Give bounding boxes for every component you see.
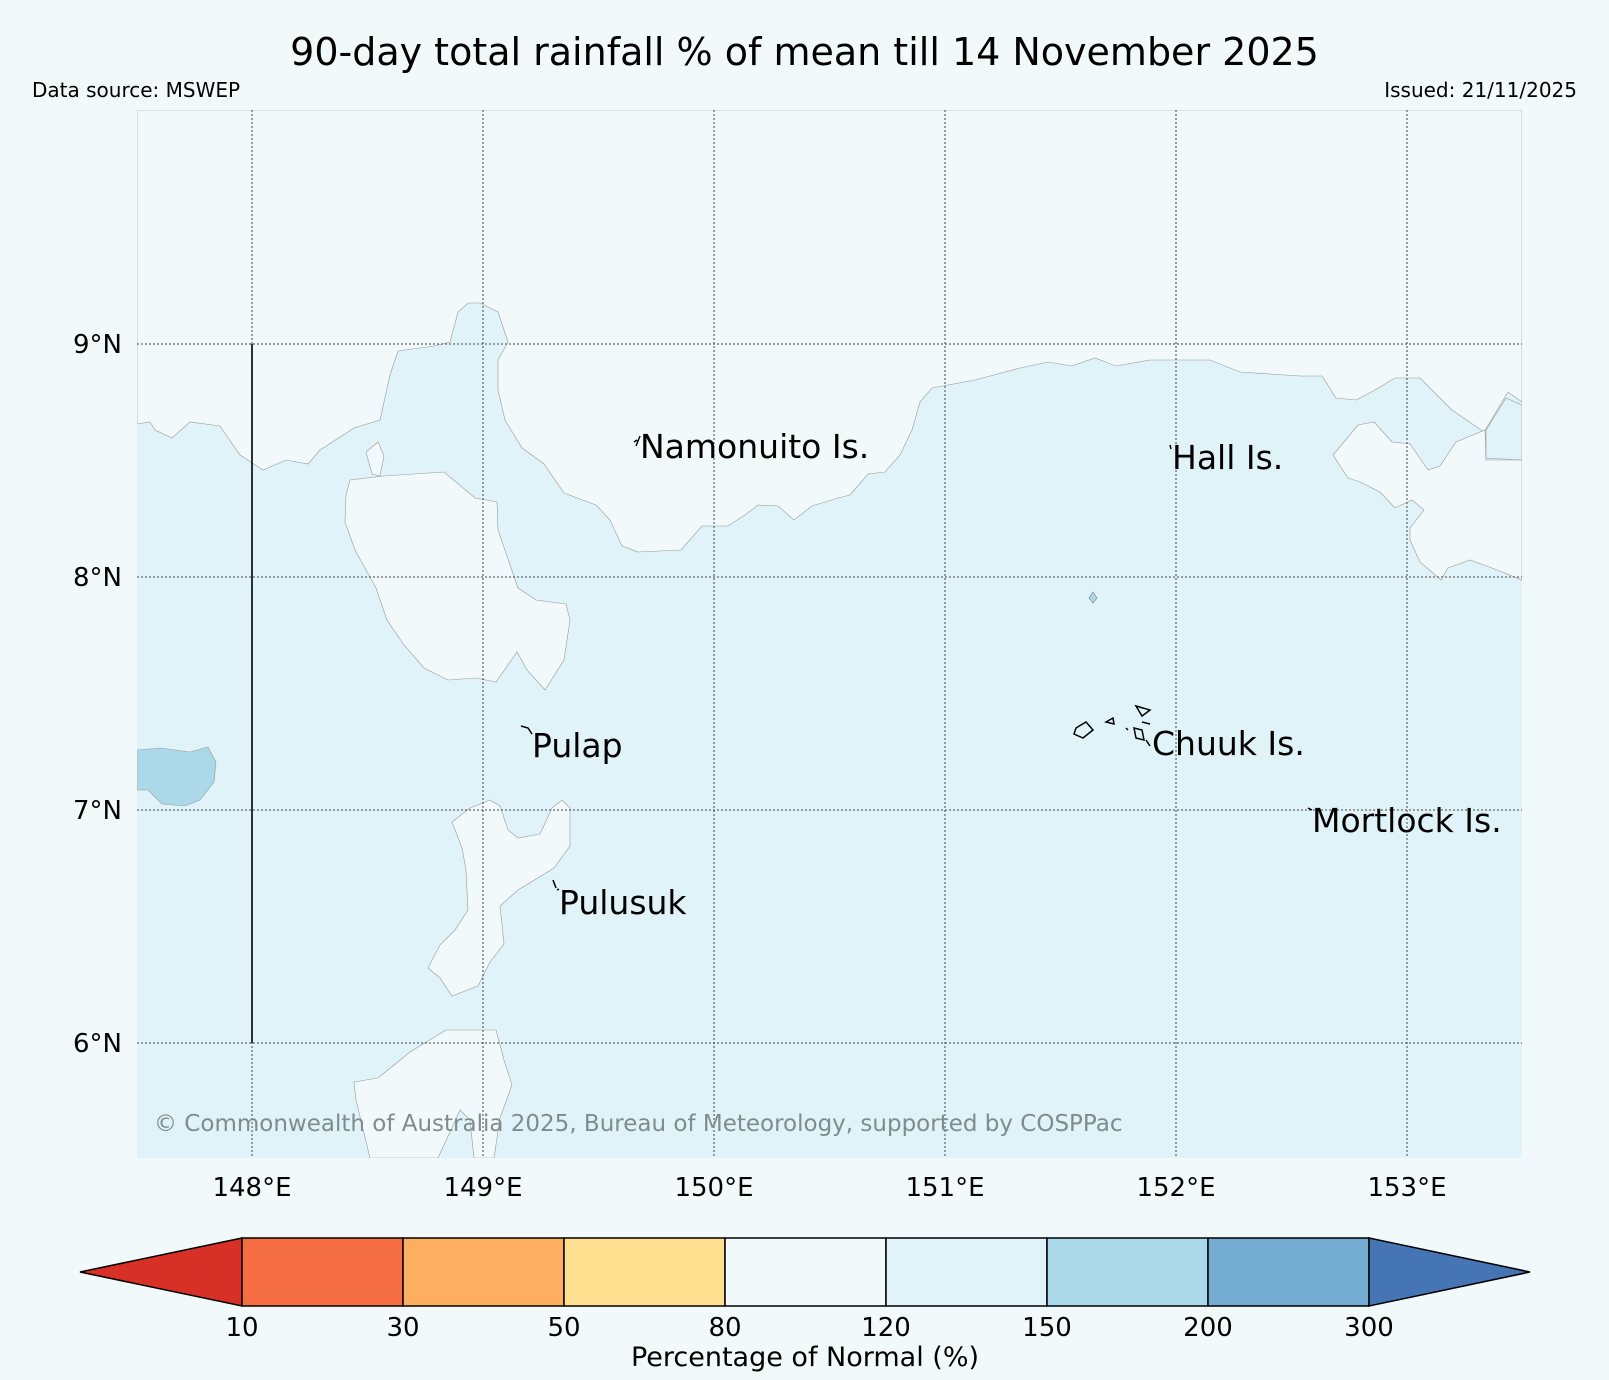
island-namonuito bbox=[633, 435, 641, 447]
place-label-hall: Hall Is. bbox=[1172, 438, 1283, 477]
colorbar-tick-80: 80 bbox=[708, 1313, 741, 1343]
contour-dot bbox=[1088, 591, 1098, 604]
island-chuuk-1 bbox=[1073, 721, 1095, 739]
contour-east-light bbox=[1485, 397, 1522, 461]
islands bbox=[520, 435, 1313, 891]
island-chuuk-3 bbox=[1134, 704, 1152, 718]
island-mortlock bbox=[1307, 807, 1313, 811]
colorbar-tick-30: 30 bbox=[386, 1313, 419, 1343]
contour-pocket-ne bbox=[1332, 421, 1522, 581]
contour-west-blob bbox=[344, 471, 571, 691]
island-pulap bbox=[520, 725, 533, 735]
island-hall bbox=[1169, 444, 1172, 450]
lon-label-152: 152°E bbox=[1136, 1173, 1215, 1203]
colorbar-segment-0 bbox=[79, 1237, 243, 1307]
lat-label-6: 6°N bbox=[73, 1029, 122, 1059]
contour-west-150-200 bbox=[137, 746, 217, 807]
colorbar-tick-300: 300 bbox=[1344, 1313, 1394, 1343]
colorbar-segment-8 bbox=[1368, 1237, 1531, 1307]
colorbar-segment-1 bbox=[241, 1237, 404, 1307]
lon-label-153: 153°E bbox=[1367, 1173, 1446, 1203]
copyright-notice: © Commonwealth of Australia 2025, Bureau… bbox=[154, 1111, 1123, 1137]
contour-north-80-120 bbox=[137, 110, 1522, 553]
colorbar-tick-150: 150 bbox=[1022, 1313, 1072, 1343]
island-chuuk-5 bbox=[1125, 721, 1151, 747]
colorbar-segment-3 bbox=[563, 1237, 726, 1307]
issued-date-label: Issued: 21/11/2025 bbox=[1384, 78, 1577, 102]
colorbar-segment-2 bbox=[402, 1237, 565, 1307]
colorbar bbox=[79, 1237, 1531, 1307]
island-pulusuk bbox=[552, 879, 560, 891]
place-label-pulusuk: Pulusuk bbox=[559, 883, 687, 922]
island-chuuk-4 bbox=[1133, 726, 1145, 742]
contour-spot-1 bbox=[365, 441, 385, 477]
lat-label-9: 9°N bbox=[73, 330, 122, 360]
lat-label-7: 7°N bbox=[73, 796, 122, 826]
colorbar-segment-4 bbox=[724, 1237, 887, 1307]
place-label-mortlock: Mortlock Is. bbox=[1312, 801, 1502, 840]
island-chuuk-2 bbox=[1104, 716, 1115, 726]
lon-label-148: 148°E bbox=[212, 1173, 291, 1203]
colorbar-title: Percentage of Normal (%) bbox=[631, 1342, 979, 1373]
contour-south-bottom bbox=[353, 1029, 513, 1158]
colorbar-ticks: 10 30 50 80 120 150 200 300 bbox=[225, 1313, 1393, 1343]
lon-label-151: 151°E bbox=[905, 1173, 984, 1203]
colorbar-segment-7 bbox=[1207, 1237, 1370, 1307]
colorbar-tick-50: 50 bbox=[547, 1313, 580, 1343]
colorbar-tick-200: 200 bbox=[1183, 1313, 1233, 1343]
colorbar-tick-10: 10 bbox=[225, 1313, 258, 1343]
rainfall-contours: Namonuito Is. Hall Is. Pulap Chuuk Is. M… bbox=[137, 110, 1522, 1158]
data-source-label: Data source: MSWEP bbox=[32, 78, 241, 102]
place-label-pulap: Pulap bbox=[532, 726, 623, 765]
colorbar-tick-120: 120 bbox=[861, 1313, 911, 1343]
map-title: 90-day total rainfall % of mean till 14 … bbox=[290, 30, 1319, 74]
place-label-chuuk: Chuuk Is. bbox=[1152, 724, 1305, 763]
place-label-namonuito: Namonuito Is. bbox=[640, 427, 869, 466]
lon-label-150: 150°E bbox=[674, 1173, 753, 1203]
lon-label-149: 149°E bbox=[443, 1173, 522, 1203]
colorbar-segment-6 bbox=[1046, 1237, 1209, 1307]
colorbar-segment-5 bbox=[885, 1237, 1048, 1307]
contour-south-blob bbox=[427, 799, 571, 997]
lat-label-8: 8°N bbox=[73, 563, 122, 593]
